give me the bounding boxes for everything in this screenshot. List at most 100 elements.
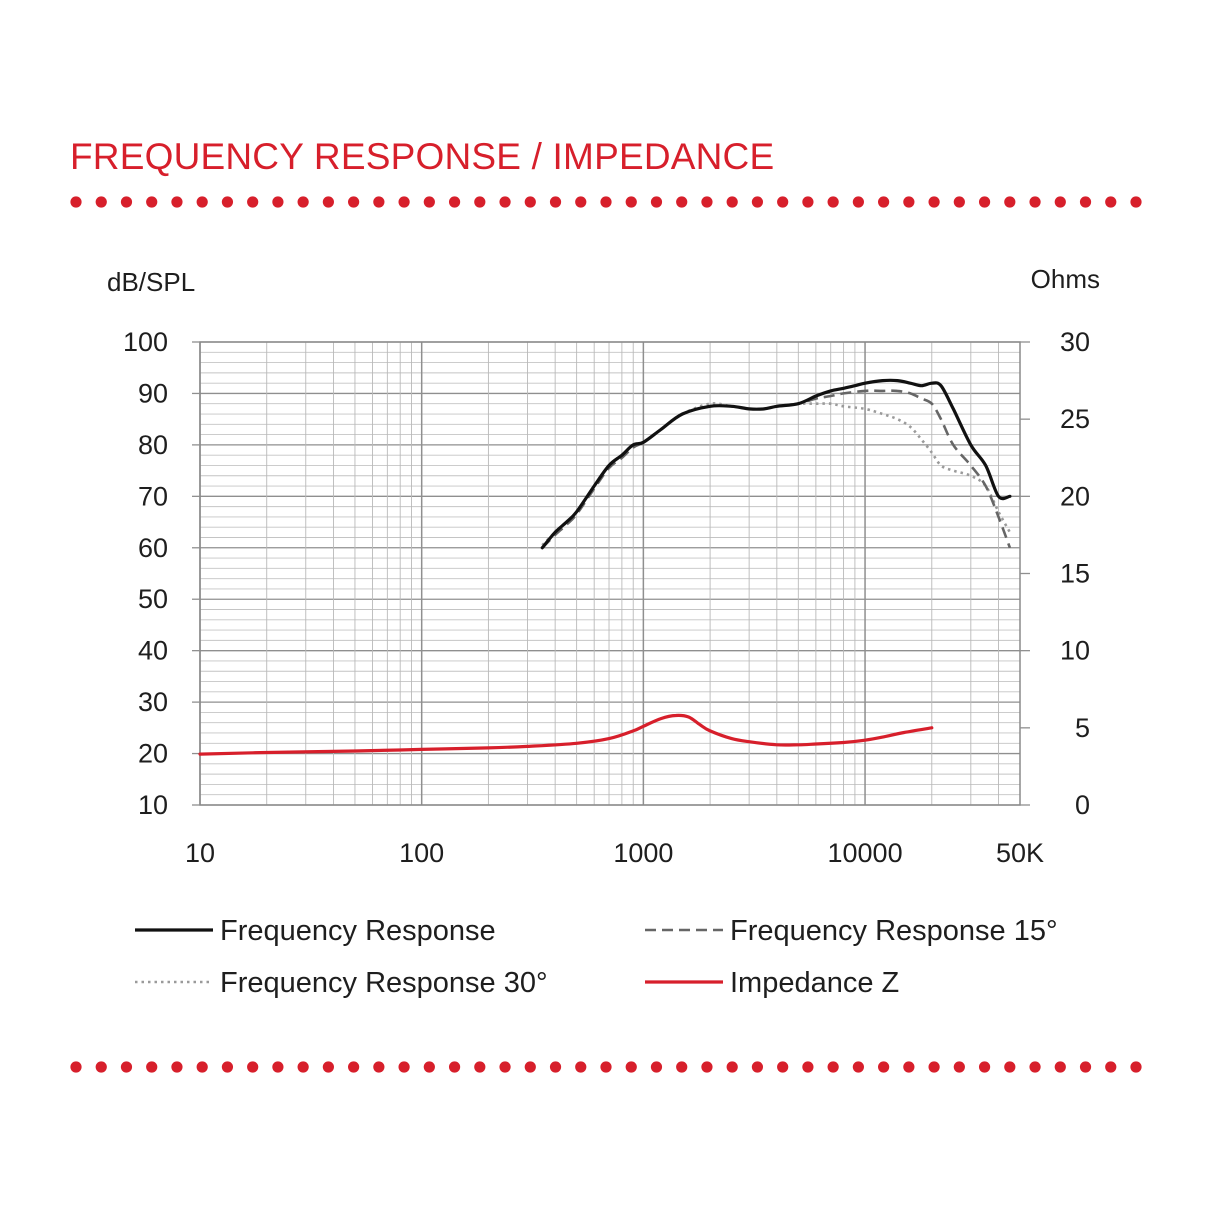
divider-dot xyxy=(474,196,486,208)
divider-dot xyxy=(878,196,890,208)
divider-dot xyxy=(171,196,183,208)
divider-dot xyxy=(751,196,764,208)
divider-dot xyxy=(726,1061,738,1073)
y-axis-label-right: Ohms xyxy=(1031,264,1100,294)
divider-dot xyxy=(978,196,991,208)
divider-dot xyxy=(474,1061,486,1073)
top-dotted-divider xyxy=(70,196,1142,208)
divider-dot xyxy=(373,196,385,208)
divider-dot xyxy=(448,196,461,208)
y-tick-label-left: 20 xyxy=(138,739,168,769)
divider-dot xyxy=(322,1061,334,1073)
divider-dot xyxy=(928,1061,940,1073)
y-tick-label-right: 30 xyxy=(1060,327,1090,357)
divider-dot xyxy=(701,1061,713,1073)
chart-series xyxy=(198,378,1012,756)
x-tick-label: 1000 xyxy=(613,838,673,868)
bottom-dotted-divider xyxy=(70,1061,1142,1073)
y-tick-label-left: 40 xyxy=(138,636,168,666)
divider-dot xyxy=(575,1061,587,1073)
divider-dot xyxy=(95,1061,107,1073)
divider-dot xyxy=(953,196,965,208)
y-tick-label-right: 20 xyxy=(1060,481,1090,511)
divider-dot xyxy=(1004,196,1016,208)
divider-dot xyxy=(146,196,158,208)
divider-dot xyxy=(272,1061,284,1073)
divider-dot xyxy=(423,1061,435,1073)
y-tick-label-left: 10 xyxy=(138,790,168,820)
divider-dot xyxy=(676,1061,688,1073)
page-title: FREQUENCY RESPONSE / IMPEDANCE xyxy=(70,136,775,177)
divider-dot xyxy=(852,1061,864,1073)
divider-dot xyxy=(70,196,82,208)
series-line-frequency-response-15 xyxy=(541,389,1012,549)
divider-dot xyxy=(95,196,107,208)
divider-dot xyxy=(650,196,663,208)
x-tick-label: 50K xyxy=(996,838,1044,868)
divider-dot xyxy=(625,196,637,208)
divider-dot xyxy=(196,1061,208,1073)
divider-dot xyxy=(196,196,208,208)
divider-dot xyxy=(1105,196,1117,208)
divider-dot xyxy=(777,196,789,208)
divider-dot xyxy=(625,1061,637,1073)
y-tick-label-right: 10 xyxy=(1060,636,1090,666)
divider-dot xyxy=(650,1061,663,1073)
x-tick-label: 100 xyxy=(399,838,444,868)
chart-grid xyxy=(199,341,1021,806)
divider-dot xyxy=(70,1061,82,1073)
divider-dot xyxy=(852,196,864,208)
divider-dot xyxy=(726,196,738,208)
axis-ticks: 10 100 1000 10000 50K10090807060504030201030… xyxy=(123,327,1090,868)
y-tick-label-left: 80 xyxy=(138,430,168,460)
y-tick-label-left: 30 xyxy=(138,687,168,717)
divider-dot xyxy=(978,1061,991,1073)
divider-dot xyxy=(120,196,133,208)
divider-dot xyxy=(878,1061,890,1073)
legend-label: Frequency Response 30° xyxy=(220,967,548,999)
divider-dot xyxy=(802,1061,814,1073)
divider-dot xyxy=(1130,1061,1142,1073)
y-axis-label-left: dB/SPL xyxy=(107,267,195,297)
y-tick-label-right: 25 xyxy=(1060,404,1090,434)
divider-dot xyxy=(146,1061,158,1073)
divider-dot xyxy=(777,1061,789,1073)
divider-dot xyxy=(549,1061,562,1073)
divider-dot xyxy=(398,1061,410,1073)
series-line-frequency-response xyxy=(540,378,1012,550)
divider-dot xyxy=(676,196,688,208)
divider-dot xyxy=(1054,1061,1066,1073)
divider-dot xyxy=(448,1061,461,1073)
divider-dot xyxy=(398,196,410,208)
divider-dot xyxy=(1054,196,1066,208)
divider-dot xyxy=(1029,196,1041,208)
divider-dot xyxy=(1004,1061,1016,1073)
divider-dot xyxy=(1079,196,1092,208)
divider-dot xyxy=(499,196,511,208)
y-tick-label-right: 15 xyxy=(1060,559,1090,589)
divider-dot xyxy=(423,196,435,208)
divider-dot xyxy=(827,196,839,208)
divider-dot xyxy=(297,196,309,208)
legend-label: Impedance Z xyxy=(730,967,899,999)
divider-dot xyxy=(348,196,360,208)
divider-dot xyxy=(928,196,940,208)
y-tick-label-left: 60 xyxy=(138,533,168,563)
x-tick-label: 10000 xyxy=(828,838,903,868)
divider-dot xyxy=(549,196,562,208)
divider-dot xyxy=(247,1061,259,1073)
divider-dot xyxy=(373,1061,385,1073)
divider-dot xyxy=(600,1061,612,1073)
y-tick-label-right: 0 xyxy=(1075,790,1090,820)
y-tick-label-left: 100 xyxy=(123,327,168,357)
divider-dot xyxy=(600,196,612,208)
chart-legend: Frequency Response Frequency Response 15°… xyxy=(135,915,1058,999)
y-tick-label-left: 90 xyxy=(138,378,168,408)
divider-dot xyxy=(903,196,915,208)
divider-dot xyxy=(802,196,814,208)
divider-dot xyxy=(171,1061,183,1073)
series-line-impedance-z xyxy=(198,713,934,756)
divider-dot xyxy=(701,196,713,208)
divider-dot xyxy=(524,196,536,208)
